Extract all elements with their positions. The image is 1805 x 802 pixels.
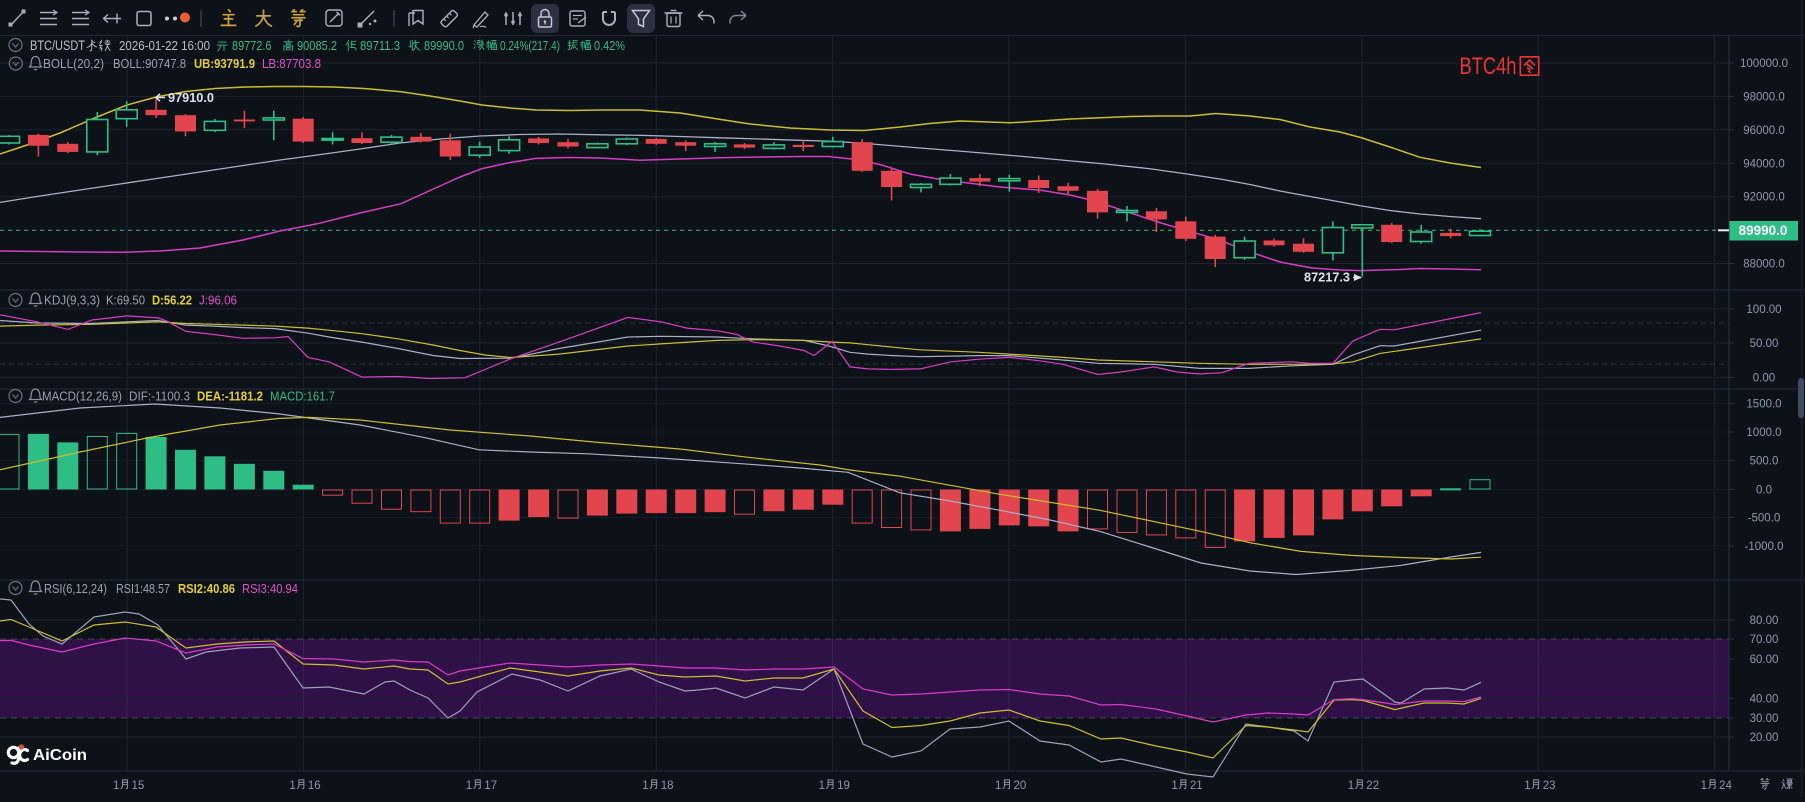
svg-text:MACD(12,26,9): MACD(12,26,9) xyxy=(42,390,122,404)
svg-text:98000.0: 98000.0 xyxy=(1743,91,1785,103)
svg-text:88000.0: 88000.0 xyxy=(1743,259,1785,271)
svg-text:1: 1 xyxy=(1701,780,1707,792)
svg-text:19: 19 xyxy=(837,780,850,792)
svg-text:22: 22 xyxy=(1366,780,1379,792)
svg-text:24: 24 xyxy=(1719,780,1732,792)
svg-text:RSI(6,12,24): RSI(6,12,24) xyxy=(44,582,107,596)
svg-text:AiCoin: AiCoin xyxy=(33,747,87,764)
svg-text:-500.0: -500.0 xyxy=(1748,513,1781,525)
svg-text:70.00: 70.00 xyxy=(1750,634,1779,646)
svg-text:21: 21 xyxy=(1190,780,1203,792)
svg-text:100000.0: 100000.0 xyxy=(1740,58,1788,70)
svg-text:90085.2: 90085.2 xyxy=(297,38,337,53)
svg-text:16: 16 xyxy=(308,780,321,792)
svg-text:89711.3: 89711.3 xyxy=(360,38,400,53)
svg-text:92000.0: 92000.0 xyxy=(1743,192,1785,204)
svg-text:1: 1 xyxy=(289,780,295,792)
svg-text:1: 1 xyxy=(995,780,1001,792)
svg-text:1: 1 xyxy=(1524,780,1530,792)
svg-text:100.00: 100.00 xyxy=(1746,304,1781,316)
svg-text:0.24%(217.4): 0.24%(217.4) xyxy=(500,38,560,53)
svg-text:1: 1 xyxy=(819,780,825,792)
svg-text:87217.3: 87217.3 xyxy=(1304,271,1350,285)
svg-text:94000.0: 94000.0 xyxy=(1743,158,1785,170)
svg-text:1500.0: 1500.0 xyxy=(1746,399,1781,411)
svg-text:BTC/USDT: BTC/USDT xyxy=(30,38,85,53)
svg-text:BOLL(20,2): BOLL(20,2) xyxy=(43,56,104,71)
svg-text:DEA:-1181.2: DEA:-1181.2 xyxy=(197,390,263,404)
svg-text:DIF:-1100.3: DIF:-1100.3 xyxy=(129,390,190,404)
svg-text:20: 20 xyxy=(1014,780,1027,792)
svg-text:89772.6: 89772.6 xyxy=(232,38,272,53)
svg-text:J:96.06: J:96.06 xyxy=(199,294,237,308)
svg-text:20.00: 20.00 xyxy=(1750,732,1779,744)
svg-text:RSI2:40.86: RSI2:40.86 xyxy=(178,582,235,596)
svg-text:RSI1:48.57: RSI1:48.57 xyxy=(116,582,170,596)
svg-text:BOLL:90747.8: BOLL:90747.8 xyxy=(113,56,186,71)
svg-text:-1000.0: -1000.0 xyxy=(1744,541,1783,553)
svg-text:1: 1 xyxy=(1348,780,1354,792)
svg-text:1: 1 xyxy=(642,780,648,792)
svg-text:1: 1 xyxy=(113,780,119,792)
svg-text:89990.0: 89990.0 xyxy=(424,38,464,53)
svg-text:17: 17 xyxy=(484,780,497,792)
svg-text:UB:93791.9: UB:93791.9 xyxy=(194,56,255,71)
svg-text:30.00: 30.00 xyxy=(1750,713,1779,725)
svg-text:KDJ(9,3,3): KDJ(9,3,3) xyxy=(44,294,100,308)
svg-text:2026-01-22 16:00: 2026-01-22 16:00 xyxy=(119,38,210,53)
svg-text:97910.0: 97910.0 xyxy=(168,91,214,105)
svg-text:MACD:161.7: MACD:161.7 xyxy=(270,390,335,404)
svg-text:D:56.22: D:56.22 xyxy=(152,294,192,308)
svg-text:15: 15 xyxy=(132,780,145,792)
svg-text:0.00: 0.00 xyxy=(1753,373,1775,385)
svg-text:0.42%: 0.42% xyxy=(594,38,625,53)
svg-text:1: 1 xyxy=(1171,780,1177,792)
svg-text:500.0: 500.0 xyxy=(1750,456,1779,468)
svg-text:RSI3:40.94: RSI3:40.94 xyxy=(242,582,298,596)
svg-text:0.0: 0.0 xyxy=(1756,485,1772,497)
svg-text:40.00: 40.00 xyxy=(1750,694,1779,706)
svg-text:1: 1 xyxy=(466,780,472,792)
svg-text:60.00: 60.00 xyxy=(1750,654,1779,666)
svg-text:89990.0: 89990.0 xyxy=(1739,223,1788,238)
svg-text:18: 18 xyxy=(661,780,674,792)
svg-text:96000.0: 96000.0 xyxy=(1743,125,1785,137)
svg-text:K:69.50: K:69.50 xyxy=(106,294,145,308)
svg-text:80.00: 80.00 xyxy=(1750,615,1779,627)
svg-text:LB:87703.8: LB:87703.8 xyxy=(262,56,321,71)
svg-text:1000.0: 1000.0 xyxy=(1746,427,1781,439)
svg-text:23: 23 xyxy=(1543,780,1556,792)
svg-text:50.00: 50.00 xyxy=(1750,338,1779,350)
svg-text:BTC4h: BTC4h xyxy=(1460,53,1517,80)
